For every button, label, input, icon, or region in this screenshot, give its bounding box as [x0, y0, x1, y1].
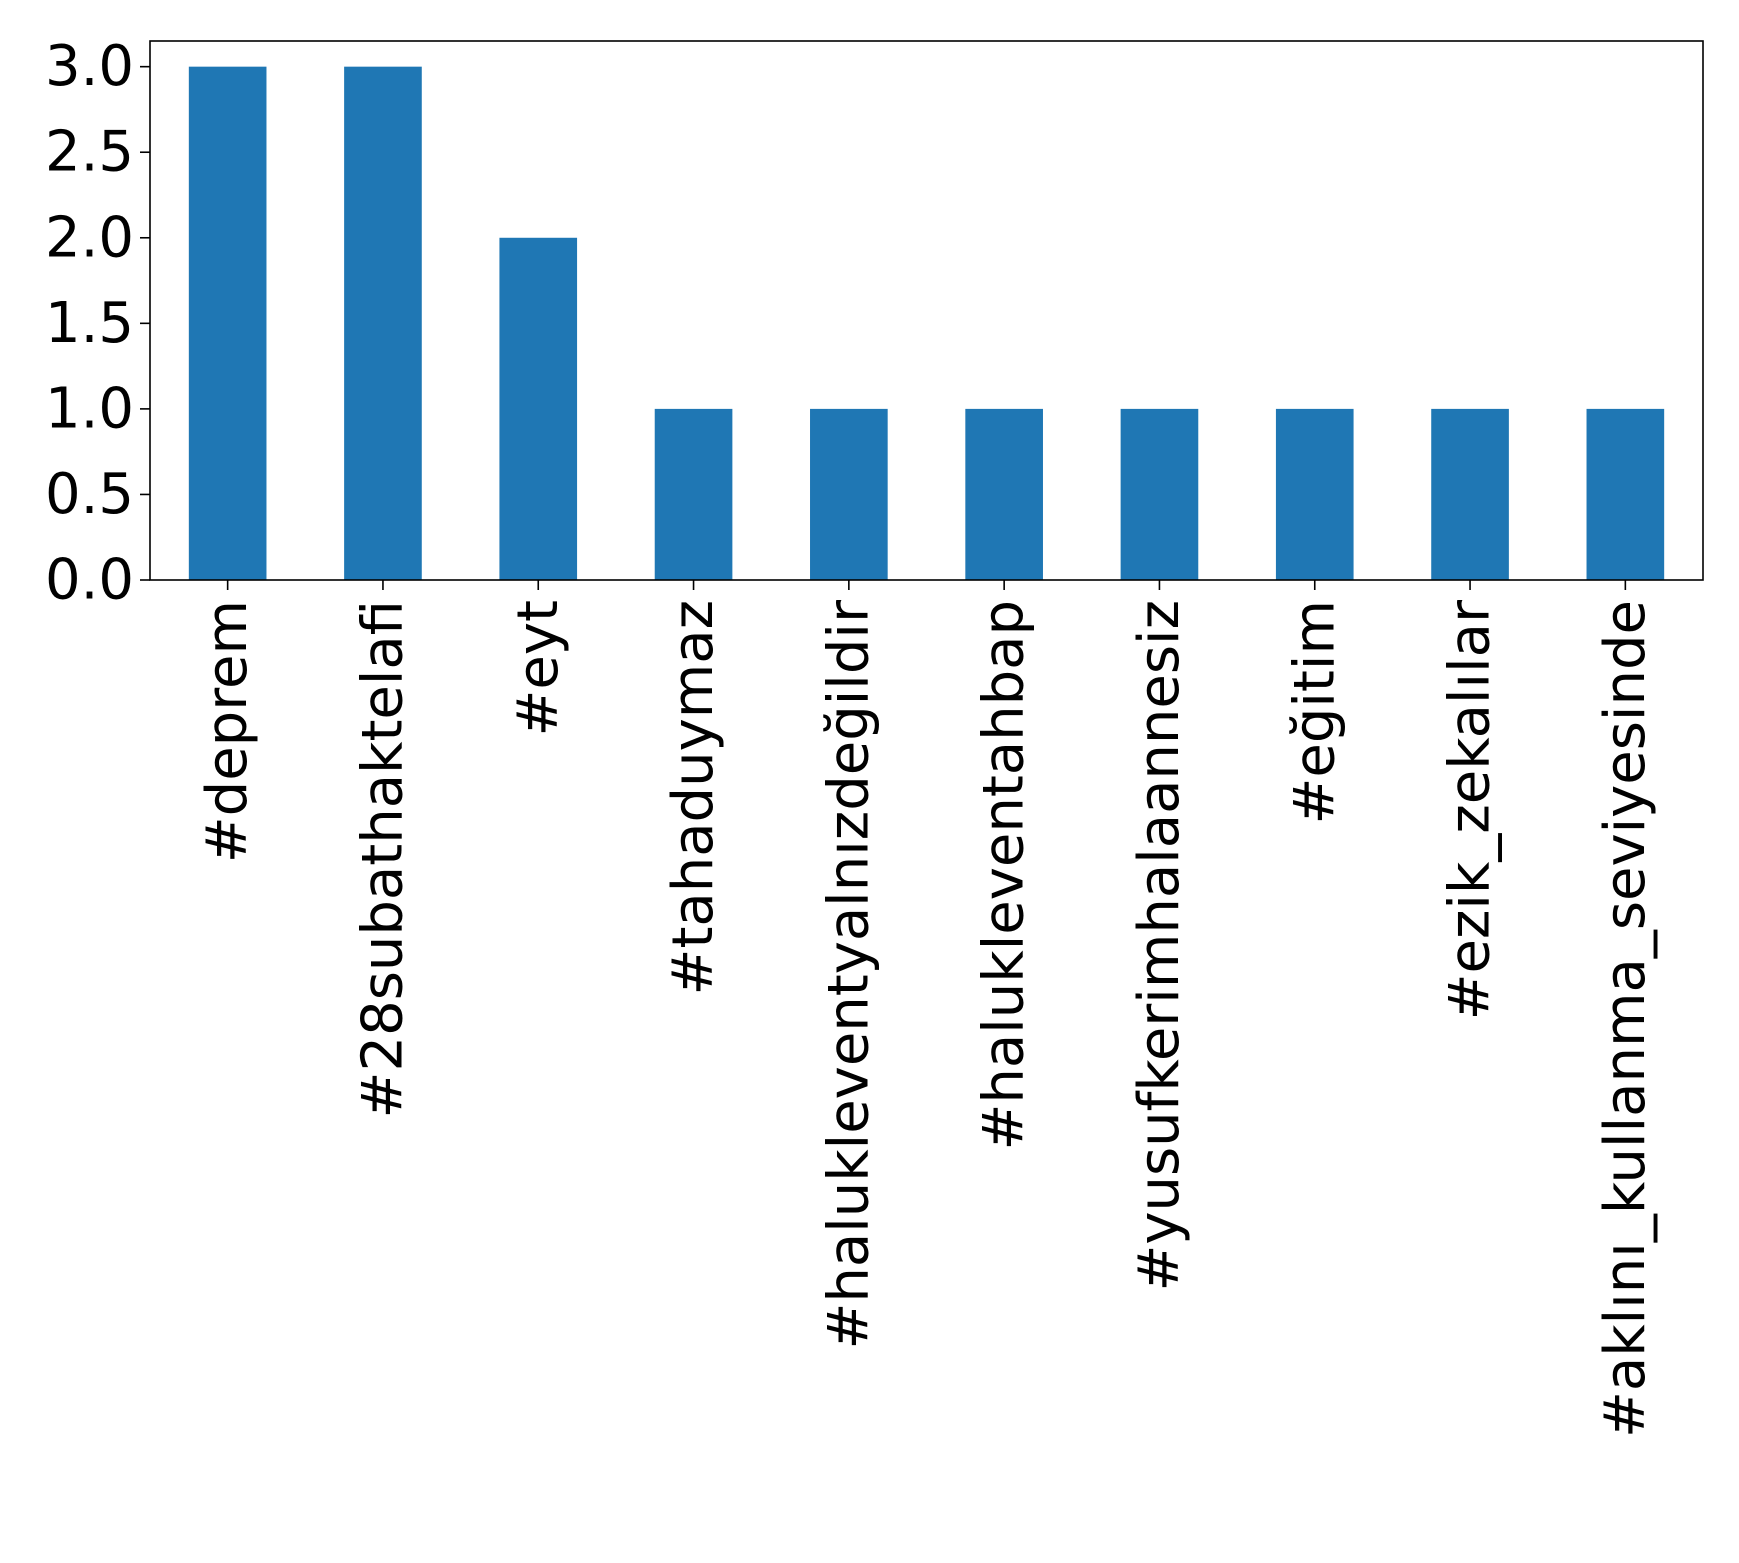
bar-4 — [810, 408, 888, 580]
bar-2 — [499, 237, 578, 580]
bar-8 — [1431, 408, 1509, 580]
x-tick-label-2: #eyt — [506, 600, 571, 736]
y-axis: 0.0 0.5 1.0 1.5 2.0 2.5 3.0 — [45, 34, 150, 613]
y-tick-label-6: 3.0 — [45, 34, 134, 99]
bar-6 — [1120, 408, 1199, 580]
y-tick-label-1: 0.5 — [45, 462, 134, 527]
bar-0 — [188, 66, 267, 580]
plot-area-frame — [149, 40, 1704, 581]
bars-layer — [188, 66, 1665, 580]
x-tick-label-1: #28subathaktelafi — [350, 600, 415, 1118]
bar-5 — [965, 408, 1043, 580]
y-tick-label-2: 1.0 — [45, 376, 134, 441]
x-tick-label-8: #ezik_zekalılar — [1438, 599, 1503, 1020]
x-tick-label-3: #tahaduymaz — [661, 600, 726, 995]
bar-9 — [1586, 408, 1665, 580]
x-tick-label-7: #eğitim — [1282, 600, 1347, 825]
y-tick-label-0: 0.0 — [45, 548, 134, 613]
x-tick-label-6: #yusufkerimhalaannesiz — [1127, 600, 1192, 1292]
bar-3 — [654, 408, 733, 580]
x-axis: #deprem #28subathaktelafi #eyt #tahaduymaz #… — [195, 580, 1658, 1438]
bar-1 — [344, 66, 422, 580]
y-tick-label-3: 1.5 — [45, 291, 134, 356]
x-tick-label-0: #deprem — [195, 600, 260, 863]
y-tick-label-4: 2.0 — [45, 205, 134, 270]
bar-7 — [1275, 408, 1354, 580]
x-tick-label-5: #halukleventahbap — [972, 600, 1037, 1150]
x-tick-label-4: #halukleventyalnızdeğildir — [816, 599, 881, 1349]
x-tick-label-9: #aklını_kullanma_seviyesinde — [1593, 600, 1658, 1438]
y-tick-label-5: 2.5 — [45, 120, 134, 185]
